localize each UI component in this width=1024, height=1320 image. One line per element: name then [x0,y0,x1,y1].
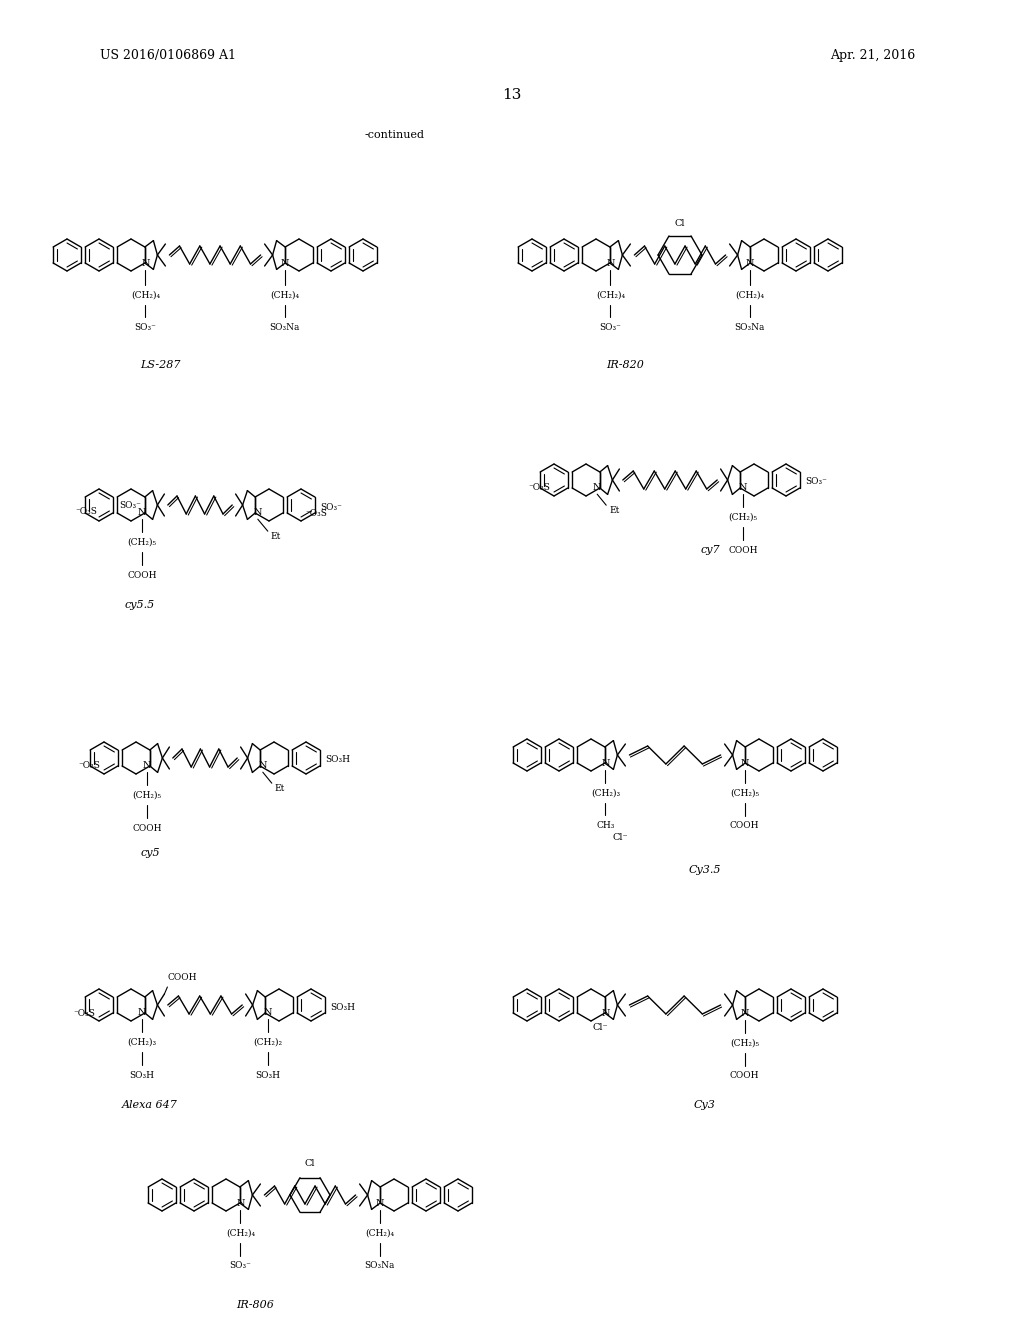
Text: cy5.5: cy5.5 [125,601,155,610]
Text: (CH₂)₅: (CH₂)₅ [133,791,162,800]
Text: Cl: Cl [675,219,685,227]
Text: Cy3: Cy3 [694,1100,716,1110]
Text: cy5: cy5 [140,847,160,858]
Text: (CH₂)₄: (CH₂)₄ [226,1229,255,1238]
Text: N: N [745,259,754,268]
Text: SO₃H: SO₃H [130,1071,155,1080]
Text: (CH₂)₄: (CH₂)₄ [596,290,625,300]
Text: (CH₂)₃: (CH₂)₃ [591,788,620,797]
Text: N: N [606,259,614,268]
Text: N: N [601,759,609,767]
Text: SO₃⁻: SO₃⁻ [805,478,826,487]
Text: Cl: Cl [305,1159,315,1167]
Text: (CH₂)₅: (CH₂)₅ [730,1039,759,1048]
Text: 13: 13 [503,88,521,102]
Text: SO₃H: SO₃H [325,755,350,764]
Text: US 2016/0106869 A1: US 2016/0106869 A1 [100,49,236,62]
Text: (CH₂)₄: (CH₂)₄ [131,290,160,300]
Text: N: N [141,259,150,268]
Text: (CH₂)₂: (CH₂)₂ [253,1038,283,1047]
Text: COOH: COOH [167,973,197,982]
Text: SO₃Na: SO₃Na [734,322,765,331]
Text: SO₃⁻: SO₃⁻ [599,322,622,331]
Text: N: N [138,1007,146,1016]
Text: N: N [138,508,146,516]
Text: COOH: COOH [728,545,758,554]
Text: CH₃: CH₃ [596,821,614,829]
Text: SO₃⁻: SO₃⁻ [229,1262,251,1270]
Text: (CH₂)₄: (CH₂)₄ [365,1229,394,1238]
Text: ⁻O₃S: ⁻O₃S [305,508,327,517]
Text: -continued: -continued [365,129,425,140]
Text: SO₃⁻: SO₃⁻ [319,503,342,511]
Text: N: N [593,483,601,492]
Text: (CH₂)₅: (CH₂)₅ [128,537,157,546]
Text: Et: Et [270,532,281,541]
Text: SO₃⁻: SO₃⁻ [134,322,157,331]
Text: N: N [237,1199,245,1208]
Text: N: N [601,1008,609,1018]
Text: SO₃Na: SO₃Na [269,322,300,331]
Text: ⁻O₃S: ⁻O₃S [75,507,97,516]
Text: Cl⁻: Cl⁻ [593,1023,608,1032]
Text: (CH₂)₃: (CH₂)₃ [128,1038,157,1047]
Text: SO₃Na: SO₃Na [365,1262,395,1270]
Text: (CH₂)₄: (CH₂)₄ [270,290,299,300]
Text: ⁻O₃S: ⁻O₃S [73,1008,95,1018]
Text: Apr. 21, 2016: Apr. 21, 2016 [830,49,915,62]
Text: N: N [738,483,748,492]
Text: COOH: COOH [127,570,157,579]
Text: LS-287: LS-287 [139,360,180,370]
Text: ⁻O₃S: ⁻O₃S [78,762,100,771]
Text: N: N [740,759,749,767]
Text: N: N [258,760,267,770]
Text: N: N [376,1199,384,1208]
Text: N: N [143,760,152,770]
Text: Cy3.5: Cy3.5 [689,865,721,875]
Text: N: N [281,259,289,268]
Text: SO₃H: SO₃H [330,1002,355,1011]
Text: ⁻O₃S: ⁻O₃S [528,483,550,492]
Text: N: N [263,1007,272,1016]
Text: (CH₂)₅: (CH₂)₅ [728,512,758,521]
Text: SO₃⁻: SO₃⁻ [119,500,140,510]
Text: COOH: COOH [730,821,760,830]
Text: Et: Et [609,506,620,515]
Text: Alexa 647: Alexa 647 [122,1100,178,1110]
Text: Et: Et [274,784,285,793]
Text: (CH₂)₅: (CH₂)₅ [730,788,759,797]
Text: COOH: COOH [132,824,162,833]
Text: SO₃H: SO₃H [255,1071,281,1080]
Text: (CH₂)₄: (CH₂)₄ [735,290,764,300]
Text: Cl⁻: Cl⁻ [612,833,628,842]
Text: N: N [254,508,262,516]
Text: IR-820: IR-820 [606,360,644,370]
Text: cy7: cy7 [700,545,720,554]
Text: N: N [740,1008,749,1018]
Text: IR-806: IR-806 [237,1300,274,1309]
Text: COOH: COOH [730,1072,760,1081]
